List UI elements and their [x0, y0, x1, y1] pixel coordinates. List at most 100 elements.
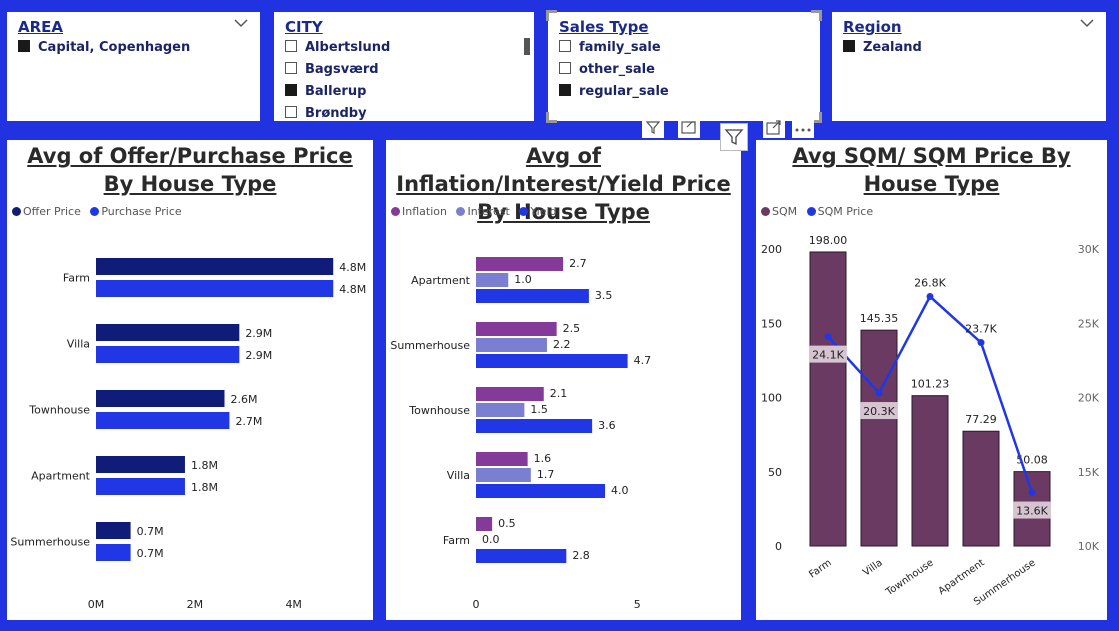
data-label-background [860, 402, 898, 420]
category-label: Summerhouse [390, 339, 470, 352]
bar [476, 322, 557, 336]
sales-type-option[interactable]: regular_sale [559, 84, 669, 99]
checkbox-checked[interactable] [559, 84, 571, 96]
checkbox-checked[interactable] [285, 84, 297, 96]
y2-tick-label: 20K [1078, 392, 1100, 405]
category-label: Townhouse [883, 557, 935, 598]
sales-type-option[interactable]: other_sale [559, 62, 655, 77]
data-label: 1.8M [191, 459, 218, 472]
data-label: 20.3K [863, 405, 895, 418]
legend-item[interactable]: Interest [456, 205, 510, 218]
filter-icon[interactable] [720, 123, 748, 151]
area-slicer-title: AREA [18, 18, 64, 36]
data-label: 13.6K [1016, 505, 1048, 518]
region-slicer[interactable]: Region Zealand [832, 12, 1106, 121]
city-scrollbar[interactable] [524, 38, 530, 55]
area-option[interactable]: Capital, Copenhagen [18, 40, 190, 55]
data-label: 0.5 [498, 517, 516, 530]
filter-icon[interactable] [642, 116, 664, 138]
category-label: Townhouse [408, 404, 470, 417]
legend-item[interactable]: Purchase Price [90, 205, 182, 218]
data-label: 2.5 [563, 322, 581, 335]
bar [476, 452, 528, 466]
city-option[interactable]: Albertslund [285, 40, 390, 55]
bar [476, 484, 606, 498]
sales-type-slicer[interactable]: Sales Type family_sale other_sale regula… [546, 10, 822, 123]
offer-purchase-chart-panel[interactable]: Avg of Offer/Purchase Price By House Typ… [7, 140, 373, 620]
checkbox-checked[interactable] [18, 40, 30, 52]
inflation-interest-yield-chart-panel[interactable]: Avg of Inflation/Interest/Yield Price By… [386, 140, 741, 620]
chart-title: Avg SQM/ SQM Price By House Type [792, 144, 1071, 196]
bar [96, 412, 230, 429]
city-option[interactable]: Brøndby [285, 106, 367, 121]
chevron-down-icon[interactable] [1080, 18, 1094, 28]
sales-type-option[interactable]: family_sale [559, 40, 661, 55]
bar [96, 522, 131, 539]
line-point [824, 333, 832, 341]
category-label: Townhouse [28, 404, 90, 417]
data-label: 0.0 [482, 533, 500, 546]
bar [476, 387, 544, 401]
chart-legend: Inflation Interest Yield [391, 205, 563, 218]
x-tick-label: 2M [187, 598, 204, 611]
bar [476, 338, 547, 352]
offer-purchase-bar-chart: Farm 4.8M 4.8M Villa 2.9M 2.9M Townhouse 2.6M 2.… [10, 258, 366, 611]
bar [96, 258, 334, 275]
checkbox[interactable] [285, 40, 297, 52]
legend-dot [456, 207, 466, 216]
legend-item[interactable]: SQM [761, 205, 797, 218]
selection-corner [546, 10, 557, 21]
checkbox[interactable] [285, 106, 297, 118]
inflation-interest-yield-bar-chart: Apartment 2.7 1.0 3.5 Summerhouse 2.5 2.2 4.7 To… [390, 257, 651, 611]
city-option[interactable]: Ballerup [285, 84, 366, 99]
bar [476, 403, 525, 417]
data-label: 1.0 [514, 273, 532, 286]
area-slicer[interactable]: AREA Capital, Copenhagen [7, 12, 260, 121]
legend-item[interactable]: SQM Price [806, 205, 873, 218]
selection-corner [546, 112, 557, 123]
bar [476, 354, 628, 368]
checkbox[interactable] [559, 62, 571, 74]
data-label: 77.29 [965, 413, 997, 426]
legend-dot [391, 207, 400, 216]
data-label: 4.8M [339, 283, 366, 296]
checkbox[interactable] [285, 62, 297, 74]
legend-item[interactable]: Yield [519, 205, 557, 218]
focus-mode-icon[interactable] [763, 116, 785, 138]
data-label: 26.8K [914, 277, 946, 290]
data-label: 2.7M [235, 415, 262, 428]
chevron-down-icon[interactable] [234, 18, 248, 28]
legend-item[interactable]: Inflation [391, 205, 447, 218]
data-label: 24.1K [812, 349, 844, 362]
y-tick-label: 50 [768, 466, 782, 479]
sales-type-slicer-title: Sales Type [559, 18, 649, 36]
city-option[interactable]: Bagsværd [285, 62, 379, 77]
bar [96, 346, 240, 363]
focus-mode-icon[interactable] [678, 116, 700, 138]
data-label: 50.08 [1016, 454, 1048, 467]
line-point [977, 339, 985, 347]
legend-dot [90, 207, 100, 216]
y2-tick-label: 25K [1078, 317, 1100, 330]
more-options-icon[interactable] [792, 116, 814, 138]
bar [962, 430, 1000, 547]
category-label: Villa [861, 557, 885, 578]
region-option[interactable]: Zealand [843, 40, 922, 55]
data-label: 3.6 [598, 419, 616, 432]
bar [476, 289, 589, 303]
legend-item[interactable]: Offer Price [12, 205, 81, 218]
data-label: 0.7M [137, 547, 164, 560]
sqm-chart-panel[interactable]: Avg SQM/ SQM Price By House Type SQM SQM… [756, 140, 1107, 620]
bar [476, 517, 493, 531]
line-point [1028, 489, 1036, 497]
selection-corner [811, 112, 822, 123]
checkbox-checked[interactable] [843, 40, 855, 52]
city-slicer[interactable]: CITY Albertslund Bagsværd Ballerup Brønd… [274, 12, 534, 121]
category-label: Farm [63, 272, 90, 285]
bar [96, 478, 185, 495]
data-label: 198.00 [809, 234, 848, 247]
checkbox[interactable] [559, 40, 571, 52]
data-label: 2.8 [572, 549, 590, 562]
region-slicer-title: Region [843, 18, 902, 36]
category-label: Summerhouse [10, 536, 90, 549]
